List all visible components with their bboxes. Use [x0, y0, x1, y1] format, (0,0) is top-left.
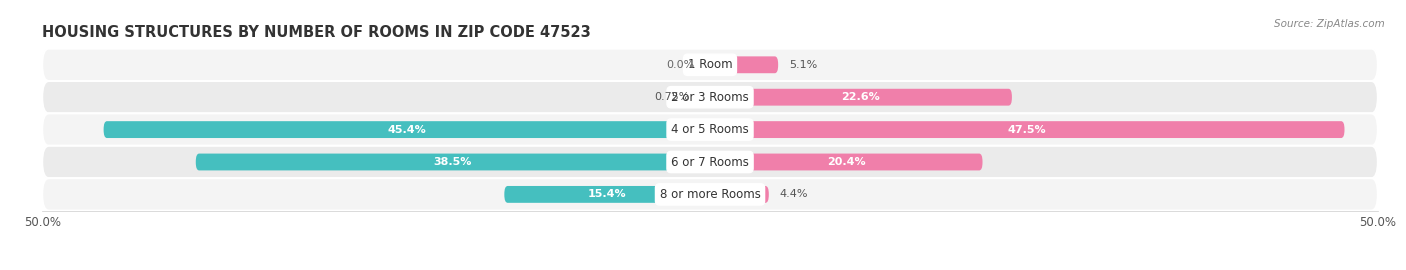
Text: 0.0%: 0.0% [666, 60, 695, 70]
Legend: Owner-occupied, Renter-occupied: Owner-occupied, Renter-occupied [581, 266, 839, 270]
FancyBboxPatch shape [505, 186, 710, 203]
Text: 4 or 5 Rooms: 4 or 5 Rooms [671, 123, 749, 136]
Text: 47.5%: 47.5% [1008, 124, 1046, 135]
FancyBboxPatch shape [104, 121, 710, 138]
Text: 6 or 7 Rooms: 6 or 7 Rooms [671, 156, 749, 168]
FancyBboxPatch shape [710, 186, 769, 203]
FancyBboxPatch shape [710, 121, 1344, 138]
FancyBboxPatch shape [710, 154, 983, 170]
FancyBboxPatch shape [42, 178, 1378, 211]
Text: Source: ZipAtlas.com: Source: ZipAtlas.com [1274, 19, 1385, 29]
Text: 4.4%: 4.4% [779, 189, 808, 200]
Text: 15.4%: 15.4% [588, 189, 627, 200]
FancyBboxPatch shape [42, 146, 1378, 178]
Text: 5.1%: 5.1% [789, 60, 817, 70]
Text: 0.75%: 0.75% [654, 92, 689, 102]
Text: 2 or 3 Rooms: 2 or 3 Rooms [671, 91, 749, 104]
FancyBboxPatch shape [42, 49, 1378, 81]
FancyBboxPatch shape [195, 154, 710, 170]
Text: 8 or more Rooms: 8 or more Rooms [659, 188, 761, 201]
Text: HOUSING STRUCTURES BY NUMBER OF ROOMS IN ZIP CODE 47523: HOUSING STRUCTURES BY NUMBER OF ROOMS IN… [42, 25, 591, 40]
FancyBboxPatch shape [710, 89, 1012, 106]
FancyBboxPatch shape [42, 81, 1378, 113]
Text: 1 Room: 1 Room [688, 58, 733, 71]
FancyBboxPatch shape [700, 89, 710, 106]
Text: 22.6%: 22.6% [842, 92, 880, 102]
Text: 20.4%: 20.4% [827, 157, 866, 167]
Text: 45.4%: 45.4% [388, 124, 426, 135]
Text: 38.5%: 38.5% [433, 157, 472, 167]
FancyBboxPatch shape [710, 56, 778, 73]
FancyBboxPatch shape [42, 113, 1378, 146]
